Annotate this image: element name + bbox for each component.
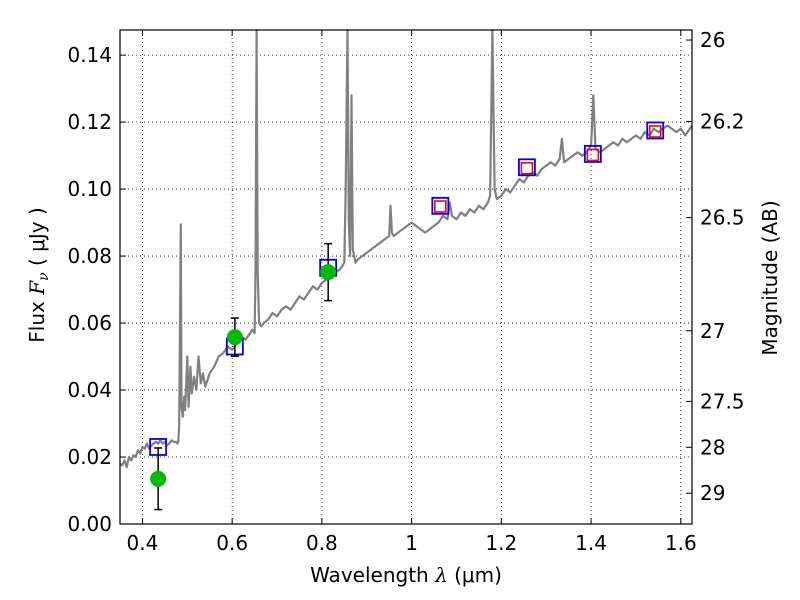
- sed-spectrum-line: [119, 28, 693, 469]
- y2-tick-label: 26.5: [700, 206, 745, 230]
- x-tick-label: 1.6: [665, 531, 697, 555]
- y-tick-label: 0.10: [67, 177, 112, 201]
- model-photometry-point: [518, 158, 536, 177]
- y2-tick-label: 27: [700, 319, 725, 343]
- x-tick-label: 1.4: [575, 531, 607, 555]
- y-tick-label: 0.04: [67, 378, 112, 402]
- model-photometry-series: [149, 121, 665, 456]
- y2-axis-label: Magnitude (AB): [758, 200, 782, 355]
- observed-model-photometry-series: [434, 125, 662, 213]
- observed-model-point: [520, 162, 534, 175]
- observed-photometry-series: [150, 242, 337, 511]
- y-axis-ticks: 0.00 0.02 0.04 0.06 0.08 0.10 0.12 0.14: [67, 43, 126, 536]
- y2-tick-label: 29: [700, 481, 725, 505]
- y2-tick-label: 27.5: [700, 389, 745, 413]
- x-axis-label: Wavelength λ (μm): [310, 563, 502, 587]
- observed-model-point: [586, 148, 600, 162]
- y-tick-label: 0.14: [67, 43, 112, 67]
- y-tick-label: 0.06: [67, 311, 112, 335]
- plot-frame: [119, 29, 693, 525]
- x-axis-ticks: 0.4 0.6 0.8 1 1.2 1.4 1.6: [127, 30, 697, 555]
- grid: [120, 30, 692, 525]
- y2-axis-ticks: 26 26.2 26.5 27 27.5 28 29: [686, 28, 745, 505]
- sed-spectrum: [119, 28, 693, 469]
- x-tick-label: 0.4: [127, 531, 159, 555]
- observed-photometry-point: [320, 264, 337, 281]
- x-tick-label: 0.6: [216, 531, 248, 555]
- model-photometry-point: [646, 121, 665, 140]
- x-tick-label: 1.2: [485, 531, 517, 555]
- y2-tick-label: 26.2: [700, 109, 745, 133]
- x-tick-label: 0.8: [306, 531, 338, 555]
- observed-model-point: [648, 125, 662, 138]
- x-tick-label: 1: [405, 531, 418, 555]
- observed-model-point: [434, 200, 447, 213]
- y2-tick-label: 26: [700, 28, 725, 52]
- observed-photometry-point: [150, 470, 167, 487]
- y-tick-label: 0.08: [67, 244, 112, 268]
- model-photometry-point: [583, 145, 602, 163]
- y-tick-label: 0.00: [67, 512, 112, 536]
- y2-tick-label: 28: [700, 435, 725, 459]
- y-tick-label: 0.02: [67, 445, 112, 469]
- y-axis-label: Flux Fν ( μJy ): [25, 207, 52, 342]
- y-tick-label: 0.12: [67, 110, 112, 134]
- observed-photometry-point: [226, 329, 243, 346]
- model-photometry-point: [431, 196, 450, 215]
